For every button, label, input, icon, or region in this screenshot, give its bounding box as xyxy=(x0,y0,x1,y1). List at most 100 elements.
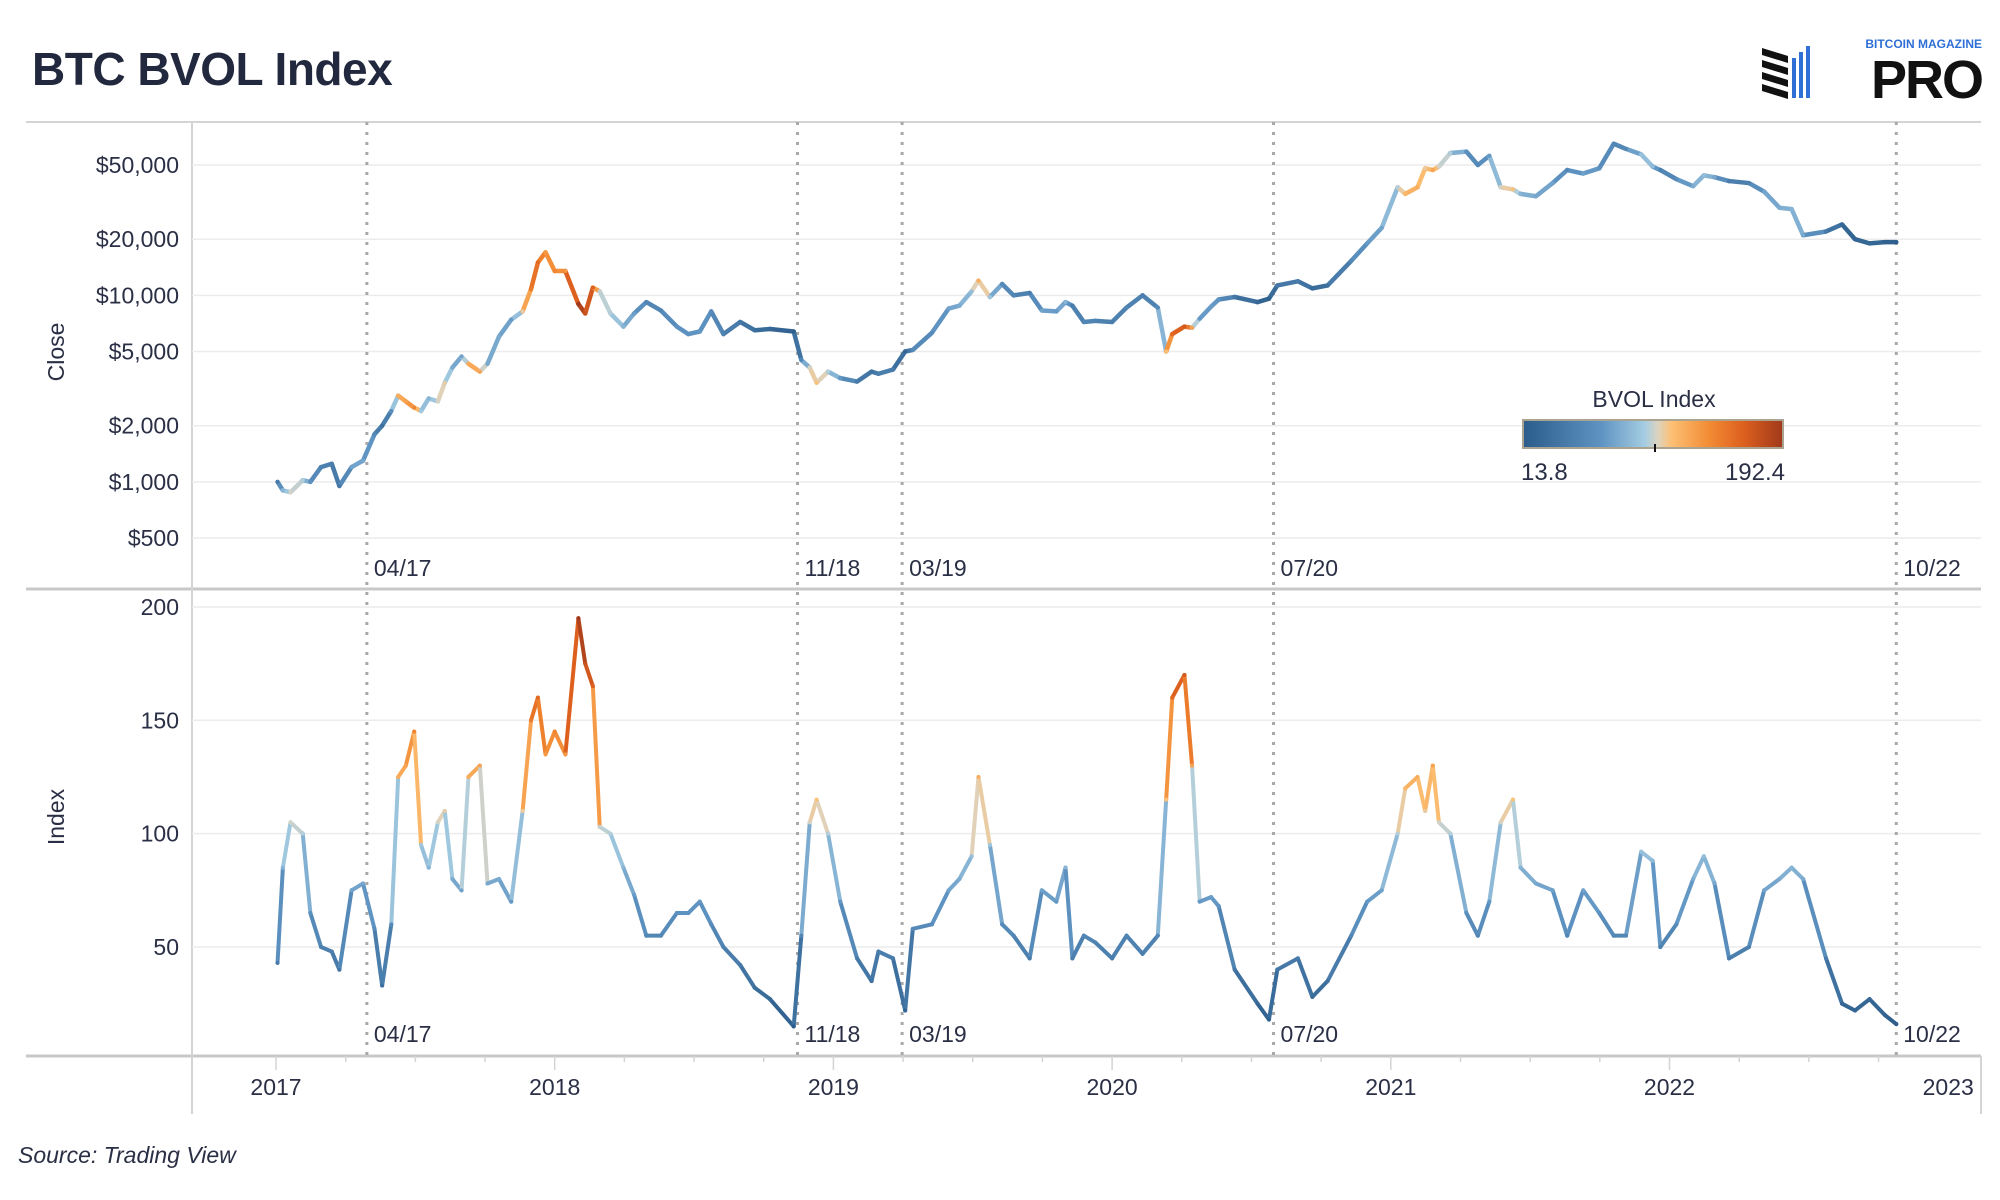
close-segment xyxy=(890,349,908,372)
bvol-segment xyxy=(1789,865,1806,881)
close-segment xyxy=(708,309,726,337)
reference-line-label: 03/19 xyxy=(909,555,967,581)
bvol-point xyxy=(1209,895,1214,900)
bvol-segment xyxy=(946,876,962,893)
bvol-point xyxy=(929,922,934,927)
close-segment xyxy=(1800,229,1829,238)
bvol-point xyxy=(1498,820,1503,825)
bvol-point xyxy=(1039,888,1044,893)
color-legend: BVOL Index 13.8 192.4 xyxy=(1521,386,1785,486)
bvol-segment xyxy=(1081,933,1098,945)
bvol-point xyxy=(329,949,334,954)
close-segment xyxy=(1580,166,1602,176)
bvol-segment xyxy=(1070,933,1086,961)
bvol-segment xyxy=(1430,763,1441,825)
close-segment xyxy=(1379,184,1400,231)
close-point xyxy=(412,405,417,410)
close-point xyxy=(1840,222,1845,227)
bvol-point xyxy=(1275,967,1280,972)
close-segment xyxy=(1197,304,1214,321)
close-point xyxy=(890,367,895,372)
reference-line-label: 10/22 xyxy=(1903,555,1961,581)
bvol-segment xyxy=(1498,797,1515,825)
close-segment xyxy=(1275,279,1301,288)
close-segment xyxy=(910,330,935,353)
close-point xyxy=(910,347,915,352)
close-segment xyxy=(1093,318,1115,325)
bvol-point xyxy=(1365,899,1370,904)
bvol-point xyxy=(563,752,568,757)
close-point xyxy=(1295,279,1300,284)
close-y-tick-label: $10,000 xyxy=(96,282,179,308)
bvol-point xyxy=(644,933,649,938)
close-point xyxy=(403,399,408,404)
bvol-point xyxy=(319,945,324,949)
index-y-tick-label: 150 xyxy=(141,707,179,733)
bvol-segment xyxy=(1110,933,1129,961)
bvol-segment xyxy=(1824,956,1845,1006)
close-point xyxy=(1054,309,1059,314)
bvol-segment xyxy=(563,616,581,757)
close-segment xyxy=(658,308,680,329)
close-point xyxy=(1894,240,1899,245)
bvol-point xyxy=(1011,933,1016,938)
bvol-segment xyxy=(890,956,908,1013)
close-segment xyxy=(1364,225,1384,246)
close-point xyxy=(799,358,804,363)
close-point xyxy=(1182,324,1187,329)
close-point xyxy=(1853,237,1858,242)
bvol-segment xyxy=(1266,967,1280,1022)
bvol-point xyxy=(1762,888,1767,893)
bvol-point xyxy=(1027,956,1032,961)
close-point xyxy=(529,287,534,292)
bvol-point xyxy=(403,763,408,768)
bvol-segment xyxy=(738,963,757,990)
bvol-point xyxy=(709,922,714,927)
close-point xyxy=(1518,191,1523,196)
bvol-point xyxy=(1894,1022,1899,1027)
close-segment xyxy=(1348,241,1370,264)
bvol-point xyxy=(1266,1017,1271,1022)
bvol-segment xyxy=(686,899,702,915)
close-segment xyxy=(1852,236,1872,246)
source-note: Source: Trading View xyxy=(18,1142,236,1168)
bvol-point xyxy=(686,910,691,915)
bvol-point xyxy=(738,963,743,968)
bvol-point xyxy=(1403,786,1408,791)
close-point xyxy=(442,380,447,385)
close-point xyxy=(1565,168,1570,173)
index-y-tick-label: 100 xyxy=(141,821,179,847)
close-point xyxy=(1464,149,1469,154)
bvol-segment xyxy=(869,949,881,984)
close-point xyxy=(1597,166,1602,171)
close-segment xyxy=(1415,166,1428,190)
close-point xyxy=(1550,181,1555,186)
close-point xyxy=(1209,304,1214,309)
bvol-point xyxy=(869,979,874,984)
close-point xyxy=(1255,300,1260,305)
bvol-segment xyxy=(1840,1001,1858,1013)
bvol-point xyxy=(288,820,293,825)
bvol-point xyxy=(608,831,613,836)
bvol-point xyxy=(275,960,280,965)
bvol-point xyxy=(466,774,471,779)
close-segment xyxy=(597,289,613,316)
bvol-point xyxy=(349,888,354,893)
close-segment xyxy=(389,393,401,414)
close-point xyxy=(1611,141,1616,146)
bvol-segment xyxy=(1674,876,1696,927)
bvol-point xyxy=(396,774,401,779)
bvol-segment xyxy=(1597,910,1616,938)
bvol-segment xyxy=(288,820,305,836)
close-segment xyxy=(1403,184,1420,197)
bvol-point xyxy=(1110,956,1115,961)
bvol-point xyxy=(450,876,455,881)
close-point xyxy=(1275,283,1280,288)
close-segment xyxy=(360,431,377,463)
bvol-segment xyxy=(1295,956,1315,999)
close-point xyxy=(957,303,962,308)
bvol-point xyxy=(1727,956,1732,961)
close-segment xyxy=(1550,167,1570,186)
bvol-point xyxy=(674,910,679,915)
close-segment xyxy=(737,319,758,333)
